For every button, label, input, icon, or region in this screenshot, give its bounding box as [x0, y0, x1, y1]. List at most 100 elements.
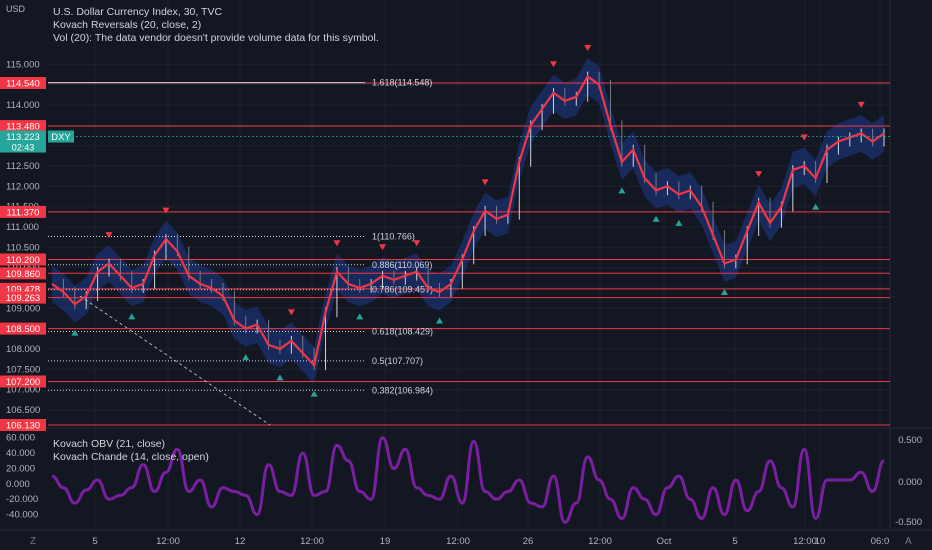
- x-tick-label: 5: [732, 536, 737, 547]
- auto-scale-button[interactable]: A: [905, 536, 912, 547]
- obv-oscillator-line: [51, 436, 885, 524]
- x-tick-label: 19: [380, 536, 391, 547]
- reversal-up-marker: [356, 313, 364, 320]
- fib-level-label: 1(110.766): [372, 231, 415, 241]
- price-badge-bg: [0, 205, 46, 218]
- y-tick-label: 111.000: [6, 222, 39, 233]
- price-badge-bg: [0, 76, 46, 89]
- price-badge-label: 113.480: [6, 122, 40, 133]
- price-badge: 108.500: [0, 322, 46, 335]
- fib-level-label: 0.786(109.457): [372, 285, 433, 295]
- reversal-down-marker: [857, 101, 865, 108]
- fib-level-label: 0.886(110.069): [372, 260, 432, 270]
- reversal-down-marker: [584, 45, 592, 51]
- sub-y-tick-label: -40.000: [6, 510, 38, 521]
- reversal-up-marker: [812, 203, 820, 210]
- fib-level-label: 0.382(106.984): [372, 385, 433, 395]
- zoom-button[interactable]: Z: [30, 536, 37, 547]
- price-badge: 109.263: [0, 291, 46, 304]
- chart-title[interactable]: U.S. Dollar Currency Index, 30, TVC: [53, 6, 223, 18]
- sub-y-tick-label: -20.000: [6, 494, 38, 505]
- price-badge-bg: [0, 120, 46, 133]
- price-badge-label: 106.130: [6, 421, 40, 432]
- price-badge-label: 111.370: [7, 207, 40, 218]
- price-badge-label: 109.263: [6, 293, 40, 304]
- y-tick-label: 107.500: [6, 364, 40, 375]
- reversal-up-marker: [242, 354, 250, 361]
- reversal-up-marker: [675, 219, 683, 226]
- price-badge: 107.200: [0, 375, 46, 388]
- reversal-down-marker: [105, 232, 113, 239]
- x-tick-label: 06:0: [871, 536, 890, 547]
- price-badge-bg: [0, 375, 46, 388]
- price-badge-label: 107.200: [6, 377, 40, 388]
- sub-y-tick-label: 40.000: [6, 448, 35, 459]
- x-tick-label: 26: [523, 536, 534, 547]
- sub-right-tick-label: 0.000: [898, 477, 922, 488]
- reversal-markers: [71, 45, 865, 397]
- price-badge-bg: [0, 267, 46, 280]
- reversal-up-marker: [310, 390, 318, 397]
- currency-label: USD: [6, 4, 26, 14]
- reversal-down-marker: [413, 240, 421, 247]
- x-tick-label: Oct: [657, 536, 672, 547]
- indicator-legend-volume[interactable]: Vol (20): The data vendor doesn't provid…: [53, 32, 379, 44]
- sub-y-tick-label: 0.000: [6, 479, 30, 490]
- price-badge-bg: [0, 291, 46, 304]
- x-tick-label: 12:00: [156, 536, 180, 547]
- sub-right-tick-label: 0.500: [898, 435, 922, 446]
- reversal-down-marker: [287, 309, 295, 316]
- indicator-legend-obv[interactable]: Kovach OBV (21, close): [53, 438, 166, 450]
- y-tick-label: 107.000: [6, 385, 40, 396]
- symbol-badge-label: DXY: [51, 132, 71, 143]
- y-tick-label: 115.000: [6, 59, 40, 70]
- reversal-up-marker: [128, 313, 136, 320]
- price-badge-label: 109.860: [6, 269, 40, 280]
- price-badge: 113.480: [0, 120, 46, 133]
- reversal-down-marker: [481, 179, 489, 186]
- price-badge-label: 109.478: [6, 284, 40, 295]
- axes: 115.000114.500114.000113.500113.000112.5…: [6, 59, 922, 547]
- price-badge-bg: [0, 419, 46, 431]
- price-badge: 109.860: [0, 267, 46, 280]
- reversal-up-marker: [652, 215, 660, 222]
- price-badges: 114.540 113.480 111.370 110.200 109.860 109.4…: [0, 76, 890, 432]
- x-tick-label: 12:00: [300, 536, 324, 547]
- price-badge-label: 114.540: [6, 78, 40, 89]
- reversal-down-marker: [162, 207, 170, 214]
- reversal-up-marker: [436, 317, 444, 324]
- y-tick-label: 114.000: [6, 100, 40, 111]
- fib-level-label: 0.5(107.707): [372, 356, 423, 366]
- price-badge: 114.540: [0, 76, 46, 89]
- price-series: [51, 71, 885, 371]
- x-tick-label: 12: [235, 536, 246, 547]
- reversal-up-marker: [71, 329, 79, 336]
- indicator-legend-chande[interactable]: Kovach Chande (14, close, open): [53, 451, 209, 463]
- fib-trend-line: [79, 295, 271, 426]
- reversal-down-marker: [755, 171, 763, 178]
- sub-y-tick-label: 20.000: [6, 463, 35, 474]
- y-tick-label: 112.000: [6, 181, 40, 192]
- current-price-bg: [0, 130, 46, 153]
- x-tick-label: 12:00: [446, 536, 470, 547]
- volatility-band: [52, 58, 884, 384]
- y-tick-label: 108.000: [6, 344, 40, 355]
- fib-level-label: 0.618(108.429): [372, 327, 433, 337]
- price-badge-label: 110.200: [6, 255, 40, 266]
- reversal-up-marker: [618, 187, 626, 194]
- x-tick-label: 5: [92, 536, 97, 547]
- fibonacci-levels: 1.618(114.548) 1(110.766) 0.886(110.069) 0.…: [48, 78, 433, 426]
- price-badge-bg: [0, 253, 46, 266]
- x-tick-label: 12:00: [793, 536, 817, 547]
- price-badge-label: 108.500: [6, 324, 40, 335]
- y-tick-label: 109.000: [6, 303, 40, 314]
- x-tick-label: 10: [815, 536, 826, 547]
- current-price-label: 113.223: [6, 132, 40, 143]
- reversal-up-marker: [276, 374, 284, 381]
- sub-right-tick-label: -0.500: [895, 517, 922, 528]
- fib-level-label: 1.618(114.548): [372, 78, 432, 88]
- y-tick-label: 106.500: [6, 405, 40, 416]
- indicator-legend-reversals[interactable]: Kovach Reversals (20, close, 2): [53, 19, 202, 31]
